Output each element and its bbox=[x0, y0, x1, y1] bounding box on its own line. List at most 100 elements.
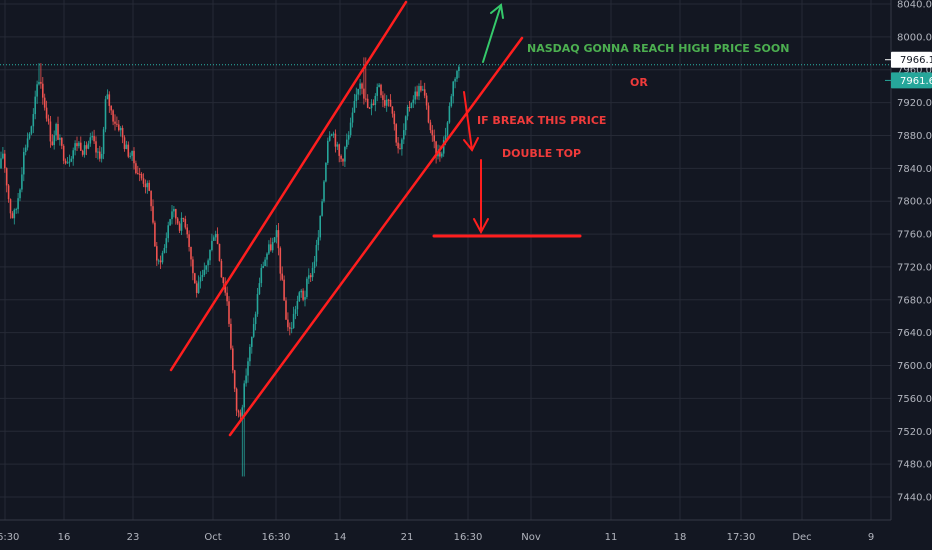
candle-body bbox=[173, 209, 175, 212]
y-tick-label: 7560.0 bbox=[897, 394, 932, 405]
candle-body bbox=[89, 137, 92, 144]
candle-body bbox=[156, 246, 158, 261]
candle-body bbox=[273, 237, 276, 243]
candle-body bbox=[374, 95, 377, 105]
candle-body bbox=[268, 244, 270, 254]
candle-body bbox=[281, 273, 283, 280]
y-tick-label: 7800.0 bbox=[897, 197, 932, 208]
green-arrow-head bbox=[490, 3, 504, 19]
candle-body bbox=[93, 136, 95, 142]
candle-body bbox=[382, 95, 384, 101]
candle-body bbox=[439, 151, 441, 157]
candle-body bbox=[368, 107, 371, 109]
candle-body bbox=[393, 113, 396, 125]
candle-body bbox=[59, 137, 61, 140]
candle-body bbox=[264, 259, 266, 267]
y-tick-label: 7480.0 bbox=[897, 460, 932, 471]
candle-body bbox=[399, 148, 401, 150]
candle-body bbox=[258, 283, 261, 295]
candle-body bbox=[76, 143, 78, 147]
x-tick-labels: 16:30 16 23 Oct 16:30 14 21 16:30 Nov 11 18 17:30 De… bbox=[0, 532, 874, 543]
candle-body bbox=[214, 234, 217, 238]
candle-body bbox=[4, 153, 6, 169]
candle-body bbox=[85, 145, 88, 149]
candle-body bbox=[416, 91, 418, 97]
candle-body bbox=[42, 83, 44, 98]
red-arrow-long-head bbox=[473, 218, 489, 235]
candle-body bbox=[431, 130, 434, 136]
y-tick-label: 7920.0 bbox=[897, 98, 932, 109]
candle-body bbox=[154, 222, 156, 247]
candle-body bbox=[385, 99, 388, 106]
candle-body bbox=[270, 244, 272, 251]
candle-body bbox=[296, 301, 299, 310]
channel-lower-line[interactable] bbox=[228, 36, 524, 437]
x-tick-label: Nov bbox=[521, 532, 541, 543]
candle-body bbox=[233, 370, 236, 389]
candle-body bbox=[321, 201, 323, 216]
candle-body bbox=[277, 230, 280, 249]
candle-body bbox=[165, 238, 168, 248]
candle-body bbox=[294, 309, 297, 314]
x-tick-label: Dec bbox=[792, 532, 811, 543]
candle-body bbox=[401, 139, 403, 150]
candle-body bbox=[237, 410, 240, 413]
candle-body bbox=[78, 142, 80, 147]
candle-body bbox=[302, 290, 304, 300]
candle-body bbox=[108, 94, 111, 106]
candle-body bbox=[138, 173, 141, 175]
candle-body bbox=[218, 243, 221, 261]
candle-body bbox=[17, 198, 19, 210]
candle-body bbox=[47, 118, 50, 122]
candle-body bbox=[456, 70, 458, 79]
candle-body bbox=[441, 153, 443, 157]
candle-body bbox=[309, 275, 312, 278]
price-badge-label: 7966.1 bbox=[900, 55, 932, 66]
candle-body bbox=[376, 86, 378, 96]
candle-body bbox=[211, 240, 213, 250]
candle-body bbox=[372, 103, 375, 105]
candle-body bbox=[287, 319, 289, 328]
candle-body bbox=[175, 209, 177, 219]
candle-body bbox=[359, 83, 361, 89]
candle-body bbox=[285, 300, 287, 320]
candle-body bbox=[13, 209, 16, 219]
candle-body bbox=[323, 181, 325, 202]
candle-body bbox=[365, 98, 367, 100]
candle-body bbox=[106, 94, 109, 100]
candle-body bbox=[203, 269, 206, 276]
candle-body bbox=[167, 225, 169, 239]
drawings bbox=[169, 0, 582, 437]
candle-body bbox=[429, 122, 432, 131]
y-tick-label: 8040.0 bbox=[897, 0, 932, 11]
candle-body bbox=[298, 292, 301, 302]
candle-body bbox=[251, 336, 253, 347]
candle-body bbox=[194, 273, 196, 284]
candle-body bbox=[260, 267, 263, 284]
y-tick-label: 7520.0 bbox=[897, 427, 932, 438]
candle-body bbox=[327, 140, 329, 163]
channel-upper-line[interactable] bbox=[169, 0, 408, 372]
candle-body bbox=[45, 107, 48, 119]
time-axis[interactable]: 16:30 16 23 Oct 16:30 14 21 16:30 Nov 11 18 17:30 De… bbox=[0, 519, 891, 543]
candle-body bbox=[220, 260, 223, 278]
candle-body bbox=[184, 218, 187, 228]
candle-body bbox=[406, 106, 409, 117]
y-tick-label: 8000.0 bbox=[897, 32, 932, 43]
candle-body bbox=[289, 327, 291, 329]
candle-body bbox=[23, 152, 25, 175]
candle-body bbox=[247, 361, 249, 376]
candle-body bbox=[182, 217, 185, 219]
x-tick-label: 16:30 bbox=[454, 532, 483, 543]
candle-body bbox=[279, 248, 282, 274]
x-tick-label: 16 bbox=[58, 532, 71, 543]
price-axis[interactable]: 7440.0 7480.0 7520.0 7560.0 7600.0 7640.0 7680… bbox=[885, 0, 932, 550]
candle-body bbox=[442, 140, 445, 154]
candle-body bbox=[384, 100, 386, 106]
candle-body bbox=[391, 106, 394, 114]
candle-body bbox=[146, 182, 149, 188]
x-tick-label: 17:30 bbox=[727, 532, 756, 543]
candle-body bbox=[197, 281, 200, 293]
candle-body bbox=[226, 292, 228, 302]
